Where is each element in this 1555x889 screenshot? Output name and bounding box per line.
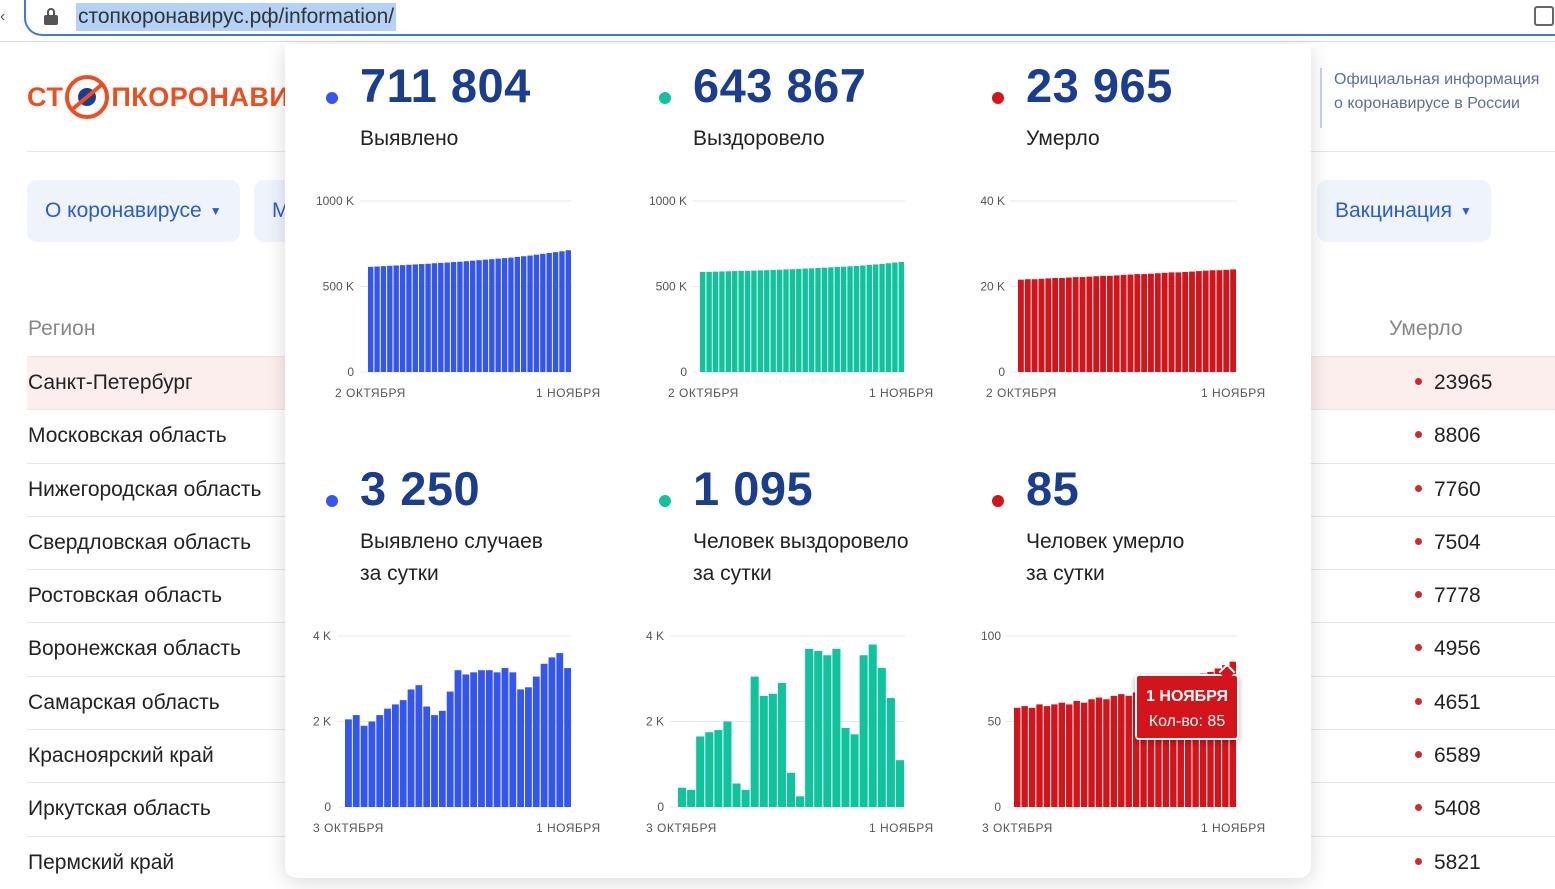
died-value: 5821 [1415, 851, 1481, 875]
red-dot-icon [1415, 857, 1422, 865]
browser-address-bar: ‹ стопкоронавирус.рф/information/ [0, 0, 1555, 42]
stat-value: 23 965 [1026, 59, 1173, 112]
died-value: 7778 [1415, 584, 1481, 608]
url-text[interactable]: стопкоронавирус.рф/information/ [76, 3, 397, 31]
stat-label: Умерло [1026, 127, 1100, 150]
red-dot-icon [1415, 484, 1422, 492]
red-dot-icon [992, 92, 1004, 104]
region-name: Воронежская область [28, 637, 241, 661]
died-number: 23965 [1434, 371, 1493, 394]
green-dot-icon [659, 92, 671, 104]
red-dot-icon [1415, 431, 1422, 439]
virus-crossed-icon [65, 75, 110, 119]
region-name: Самарская область [28, 690, 220, 714]
chart-tooltip: 1 НОЯБРЯ Кол-во: 85 [1135, 663, 1239, 740]
stat-label-line2: за сутки [693, 562, 772, 585]
region-name: Свердловская область [28, 530, 252, 554]
died-number: 5821 [1434, 850, 1481, 874]
extensions-icon[interactable] [1534, 6, 1554, 26]
nav-about-label: О коронавирусе [45, 199, 202, 222]
red-dot-icon [1415, 697, 1422, 705]
official-line-2: о коронавирусе в России [1334, 95, 1520, 112]
table-header-region: Регион [28, 317, 96, 340]
red-dot-icon [1415, 591, 1422, 599]
stat-label-line1: Человек выздоровело [693, 530, 909, 553]
stat-label-line2: за сутки [360, 562, 439, 585]
region-name: Московская область [28, 424, 227, 448]
region-name: Иркутская область [28, 797, 211, 821]
died-value: 7504 [1415, 531, 1481, 555]
died-number: 6589 [1434, 744, 1481, 768]
tooltip-date: 1 НОЯБРЯ [1146, 688, 1228, 705]
died-number: 8806 [1434, 424, 1481, 448]
official-info-caption: Официальная информация о коронавирусе в … [1320, 68, 1555, 128]
stat-label: Выздоровело [693, 127, 825, 150]
site-logo[interactable]: СТ ПКОРОНАВИ [27, 72, 289, 122]
region-name: Красноярский край [28, 744, 214, 768]
red-dot-icon [1415, 644, 1422, 652]
red-dot-icon [992, 495, 1004, 507]
region-name: Пермский край [28, 850, 175, 874]
stat-recovered-daily: 1 095 Человек выздоровело за сутки [659, 461, 909, 590]
caret-down-icon: ▼ [1460, 204, 1472, 219]
lock-icon[interactable] [44, 8, 58, 25]
died-value: 5408 [1415, 797, 1481, 821]
stat-label: Выявлено [360, 127, 459, 150]
omnibox[interactable] [24, 0, 1555, 36]
back-icon[interactable]: ‹ [0, 8, 6, 25]
stat-value: 85 [1026, 462, 1080, 515]
died-value: 8806 [1415, 424, 1481, 448]
died-number: 7778 [1434, 584, 1481, 608]
red-dot-icon [1415, 804, 1422, 812]
stat-value: 1 095 [693, 462, 814, 515]
blue-dot-icon [326, 495, 338, 507]
stat-label-line1: Выявлено случаев [360, 530, 543, 553]
nav-about-covid[interactable]: О коронавирусе ▼ [27, 180, 240, 242]
stat-value: 643 867 [693, 59, 867, 112]
region-name: Ростовская область [28, 584, 223, 608]
died-number: 7504 [1434, 530, 1481, 554]
red-dot-icon [1415, 751, 1422, 759]
stat-detected-daily: 3 250 Выявлено случаев за сутки [326, 461, 543, 590]
stat-died-total: 23 965 Умерло [992, 58, 1173, 155]
nav-vaccination-label: Вакцинация [1335, 199, 1453, 222]
stat-label-line1: Человек умерло [1026, 530, 1185, 553]
died-number: 7760 [1434, 477, 1481, 501]
logo-text-part2: ПКОРОНАВИ [111, 81, 290, 112]
stat-recovered-total: 643 867 Выздоровело [659, 58, 867, 155]
died-value: 6589 [1415, 744, 1481, 768]
nav-vaccination[interactable]: Вакцинация ▼ [1317, 180, 1491, 242]
red-dot-icon [1415, 537, 1422, 545]
caret-down-icon: ▼ [209, 204, 222, 219]
region-name: Нижегородская область [28, 477, 262, 501]
red-dot-icon [1415, 377, 1422, 385]
tooltip-count: Кол-во: 85 [1148, 713, 1226, 730]
green-dot-icon [659, 495, 671, 507]
stat-detected-total: 711 804 Выявлено [326, 58, 531, 155]
died-value: 4956 [1415, 637, 1481, 661]
logo-text-part1: СТ [27, 81, 64, 112]
stat-value: 711 804 [360, 59, 531, 112]
region-name: Санкт-Петербург [28, 371, 193, 394]
died-value: 4651 [1415, 691, 1481, 715]
table-header-died: Умерло [1389, 317, 1463, 340]
died-value: 23965 [1415, 371, 1492, 395]
died-value: 7760 [1415, 478, 1481, 502]
died-number: 4651 [1434, 690, 1481, 714]
died-number: 4956 [1434, 637, 1481, 661]
died-number: 5408 [1434, 797, 1481, 821]
stat-value: 3 250 [360, 462, 481, 515]
stat-died-daily: 85 Человек умерло за сутки [992, 461, 1185, 590]
official-line-1: Официальная информация [1334, 71, 1540, 88]
blue-dot-icon [326, 92, 338, 104]
stat-label-line2: за сутки [1026, 562, 1105, 585]
